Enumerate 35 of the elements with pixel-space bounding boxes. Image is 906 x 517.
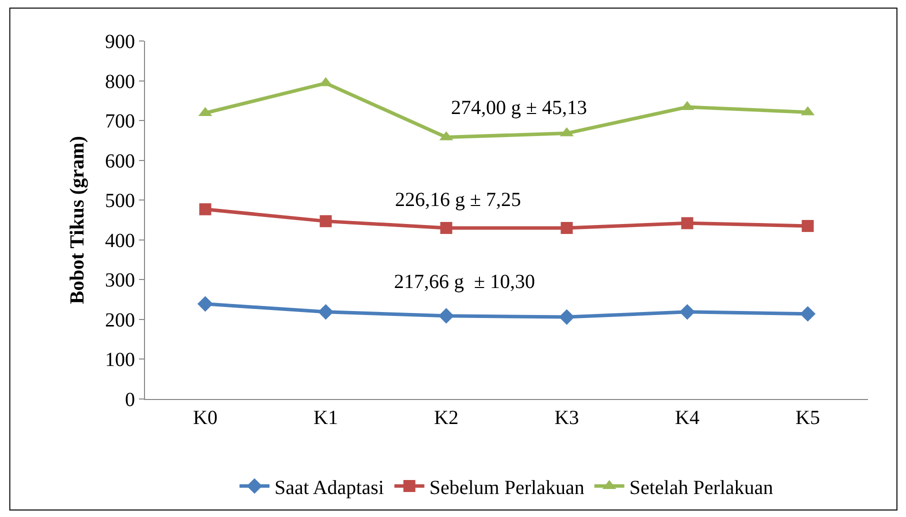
point bbox=[318, 304, 334, 320]
y-tick-label: 400 bbox=[105, 230, 135, 252]
x-tick-label: K3 bbox=[554, 407, 579, 429]
x-tick-label: K2 bbox=[434, 407, 458, 429]
annotation: 274,00 g ± 45,13 bbox=[451, 97, 587, 119]
point bbox=[438, 308, 454, 324]
y-tick-label: 300 bbox=[105, 270, 135, 292]
point bbox=[199, 203, 212, 216]
y-tick-label: 0 bbox=[125, 389, 135, 411]
point bbox=[679, 304, 696, 320]
legend-label: Setelah Perlakuan bbox=[629, 476, 774, 499]
y-axis-title: Bobot Tikus (gram) bbox=[66, 136, 88, 304]
legend-label: Saat Adaptasi bbox=[274, 476, 384, 499]
y-tick-label: 500 bbox=[105, 190, 135, 212]
y-tick-label: 900 bbox=[105, 31, 135, 53]
legend-label: Sebelum Perlakuan bbox=[429, 476, 584, 499]
y-tick-label: 100 bbox=[105, 349, 135, 372]
x-tick-label: K4 bbox=[675, 407, 700, 429]
y-tick-label: 800 bbox=[105, 70, 135, 93]
point bbox=[681, 217, 694, 230]
x-tick-label: K1 bbox=[314, 407, 338, 429]
point bbox=[560, 222, 573, 234]
x-tick-label: K5 bbox=[796, 407, 820, 429]
annotation: 226,16 g ± 7,25 bbox=[395, 189, 521, 211]
y-tick-label: 600 bbox=[105, 150, 135, 172]
point bbox=[558, 309, 575, 325]
y-tick-label: 200 bbox=[105, 309, 135, 332]
point bbox=[440, 222, 452, 234]
y-tick-label: 700 bbox=[105, 110, 135, 133]
point bbox=[197, 296, 214, 312]
point bbox=[802, 220, 814, 232]
x-tick-label: K0 bbox=[193, 407, 218, 429]
annotation: 217,66 g ± 10,30 bbox=[394, 271, 535, 293]
point bbox=[320, 215, 332, 228]
point bbox=[800, 306, 816, 322]
